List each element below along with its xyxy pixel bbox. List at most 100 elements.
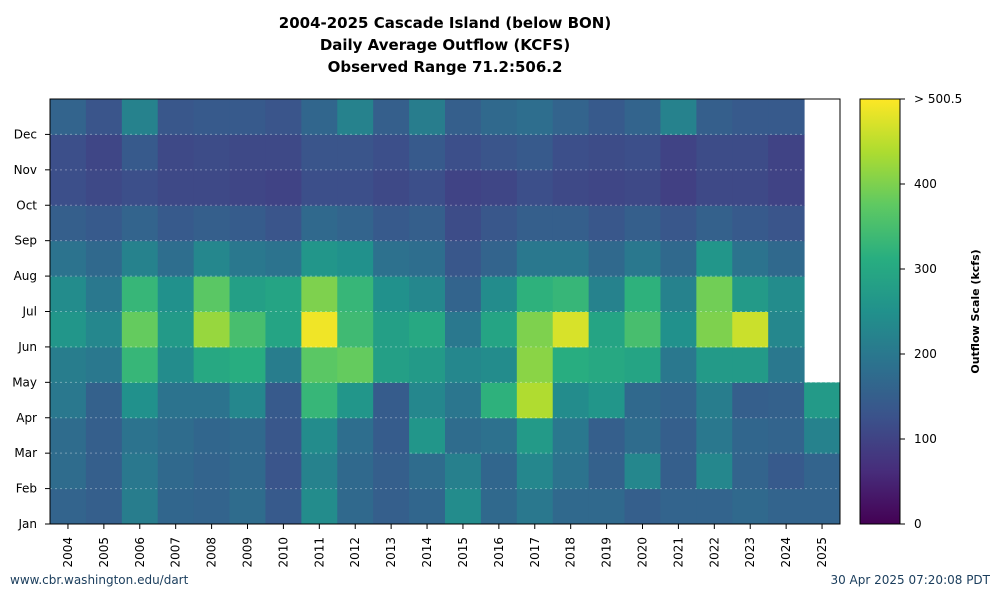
heatmap-cell [516,205,554,242]
heatmap-cell [516,240,554,277]
heatmap-cell [229,276,266,312]
heatmap-cell [768,99,805,135]
colorbar-tick-label: 200 [914,347,937,361]
heatmap-cell [50,382,87,419]
heatmap-cell [696,346,733,383]
heatmap-cell [552,240,590,277]
heatmap-cell [552,488,590,525]
heatmap-cell [121,346,159,383]
heatmap-cell [804,488,841,525]
heatmap-cell [588,169,626,206]
heatmap-cell [768,276,805,312]
heatmap-cell [445,382,482,419]
x-tick-label: 2016 [492,537,506,568]
heatmap-cell [732,134,769,171]
heatmap-cell [588,99,626,135]
heatmap-cell [301,382,338,419]
heatmap-cell [50,276,87,312]
heatmap-cell [229,169,266,206]
heatmap-cell [696,99,733,135]
heatmap-cell [588,488,626,525]
heatmap-cell [85,488,123,525]
x-tick-label: 2009 [241,537,255,568]
colorbar-tick-label: 300 [914,262,937,276]
heatmap-cell [732,169,769,206]
heatmap-cell [229,346,266,383]
heatmap-cell [157,346,195,383]
heatmap-cell [373,346,410,383]
heatmap-cell [480,417,518,454]
heatmap-cell [480,99,518,135]
x-tick-label: 2011 [312,537,326,568]
heatmap-cell [516,276,554,312]
heatmap-cell [445,205,482,242]
footer-source-link[interactable]: www.cbr.washington.edu/dart [10,573,189,587]
footer-timestamp: 30 Apr 2025 07:20:08 PDT [830,573,990,587]
heatmap-cell [409,453,446,490]
heatmap-cell [373,488,410,525]
x-tick-label: 2021 [671,537,685,568]
heatmap-cell [732,276,769,312]
heatmap-cell [480,311,518,348]
heatmap-cell [157,488,195,525]
heatmap-cell [588,346,626,383]
heatmap-cell [373,99,410,135]
heatmap-cell [624,276,661,312]
heatmap-cell [445,488,482,525]
heatmap-cell [85,205,123,242]
heatmap-cell [696,417,733,454]
heatmap-cell [445,240,482,277]
heatmap-cell [660,169,697,206]
heatmap-cell [624,488,661,525]
heatmap-cell [552,276,590,312]
heatmap-cell [121,382,159,419]
heatmap-cell [624,346,661,383]
heatmap-cell [265,453,302,490]
heatmap-cell [373,453,410,490]
heatmap-cell [265,488,302,525]
heatmap-cell [516,382,554,419]
heatmap-cell [193,240,231,277]
heatmap-cell [624,240,661,277]
heatmap-cell [588,276,626,312]
heatmap-cell [696,276,733,312]
heatmap-cell [121,417,159,454]
heatmap-cell [50,240,87,277]
heatmap-cell [768,134,805,171]
y-tick-label: Apr [16,411,37,425]
heatmap-cell [193,169,231,206]
heatmap-cell [445,169,482,206]
heatmap-cell [660,382,697,419]
heatmap-cell [157,417,195,454]
heatmap-cell [409,382,446,419]
heatmap-cell [301,453,338,490]
heatmap-cell [193,346,231,383]
heatmap-cell [588,134,626,171]
heatmap-cell [85,169,123,206]
heatmap-cell [301,169,338,206]
heatmap-cell [85,382,123,419]
heatmap-cell [157,169,195,206]
heatmap-cell [624,417,661,454]
x-tick-label: 2015 [456,537,470,568]
heatmap-cell [301,134,338,171]
heatmap-cell [50,205,87,242]
heatmap-cell [445,99,482,135]
heatmap-cell [265,134,302,171]
heatmap-cell [480,240,518,277]
heatmap-cell [50,417,87,454]
heatmap-cell [696,240,733,277]
heatmap-cell [157,240,195,277]
heatmap-cell [480,205,518,242]
chart-title-block: 2004-2025 Cascade Island (below BON) Dai… [145,12,745,78]
heatmap-cell [265,311,302,348]
heatmap-cell [265,276,302,312]
heatmap-cell [157,134,195,171]
heatmap-cell [588,382,626,419]
heatmap-cell [265,346,302,383]
heatmap-cell [732,99,769,135]
heatmap-cell [552,169,590,206]
heatmap-cell [85,134,123,171]
x-tick-label: 2013 [384,537,398,568]
heatmap-cells [50,99,841,525]
